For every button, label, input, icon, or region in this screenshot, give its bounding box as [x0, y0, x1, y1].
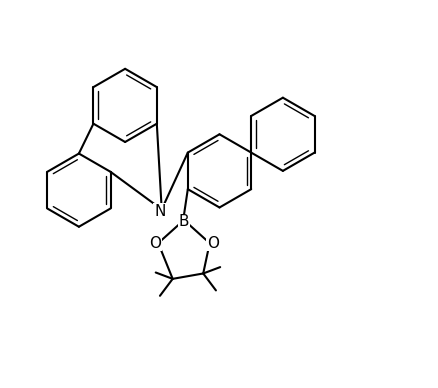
Text: N: N — [154, 204, 165, 219]
Text: O: O — [149, 236, 161, 251]
Text: B: B — [178, 215, 189, 229]
Text: O: O — [206, 236, 218, 251]
